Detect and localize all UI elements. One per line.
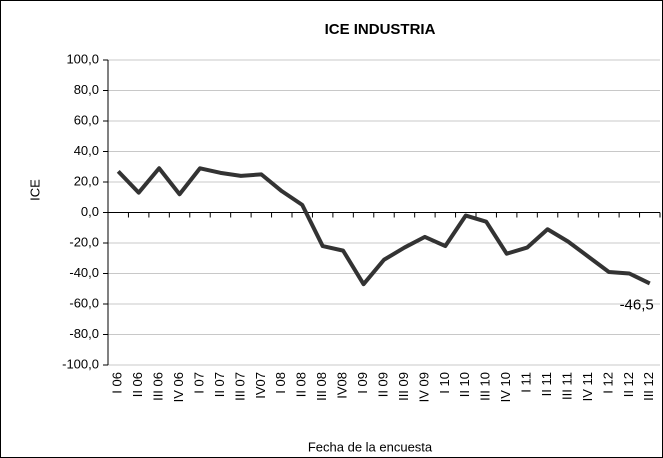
x-tick-label: II 08 — [294, 372, 309, 397]
x-tick-label: IV07 — [253, 372, 268, 399]
y-tick-label: 40,0 — [74, 143, 99, 158]
y-tick-label: 100,0 — [66, 51, 99, 66]
y-tick-label: 60,0 — [74, 112, 99, 127]
x-tick-label: IV 06 — [171, 372, 186, 402]
y-tick-label: -60,0 — [69, 295, 99, 310]
x-tick-label: II 10 — [457, 372, 472, 397]
x-tick-label: I 07 — [191, 372, 206, 394]
x-tick-label: I 12 — [600, 372, 615, 394]
x-tick-label: I 06 — [110, 372, 125, 394]
x-tick-label: I 10 — [437, 372, 452, 394]
x-tick-label: II 07 — [212, 372, 227, 397]
x-tick-label: II 06 — [130, 372, 145, 397]
y-tick-label: 20,0 — [74, 173, 99, 188]
x-tick-label: IV 09 — [416, 372, 431, 402]
chart-title: ICE INDUSTRIA — [325, 21, 436, 38]
x-tick-label: II 09 — [375, 372, 390, 397]
x-tick-label: III 12 — [641, 372, 656, 401]
x-tick-label: III 10 — [478, 372, 493, 401]
x-tick-label: IV08 — [335, 372, 350, 399]
y-tick-label: 0,0 — [81, 204, 99, 219]
data-label: -46,5 — [620, 296, 654, 313]
x-tick-label: IV 11 — [580, 372, 595, 401]
y-tick-label: 80,0 — [74, 82, 99, 97]
y-tick-label: -80,0 — [69, 326, 99, 341]
x-tick-label: III 08 — [314, 372, 329, 401]
y-tick-label: -20,0 — [69, 234, 99, 249]
y-tick-label: -100,0 — [62, 356, 99, 371]
y-axis-label: ICE — [27, 179, 42, 201]
x-tick-label: II 11 — [539, 372, 554, 396]
y-tick-label: -40,0 — [69, 265, 99, 280]
data-line — [116, 166, 651, 287]
x-tick-label: III 11 — [559, 372, 574, 400]
x-tick-label: I 11 — [519, 372, 534, 393]
x-tick-label: II 12 — [621, 372, 636, 397]
x-tick-label: I 08 — [273, 372, 288, 394]
x-tick-label: I 09 — [355, 372, 370, 394]
x-tick-label: IV 10 — [498, 372, 513, 402]
x-tick-label: III 07 — [232, 372, 247, 401]
x-tick-label: III 06 — [151, 372, 166, 401]
x-axis-label: Fecha de la encuesta — [308, 439, 433, 454]
x-tick-label: III 09 — [396, 372, 411, 401]
